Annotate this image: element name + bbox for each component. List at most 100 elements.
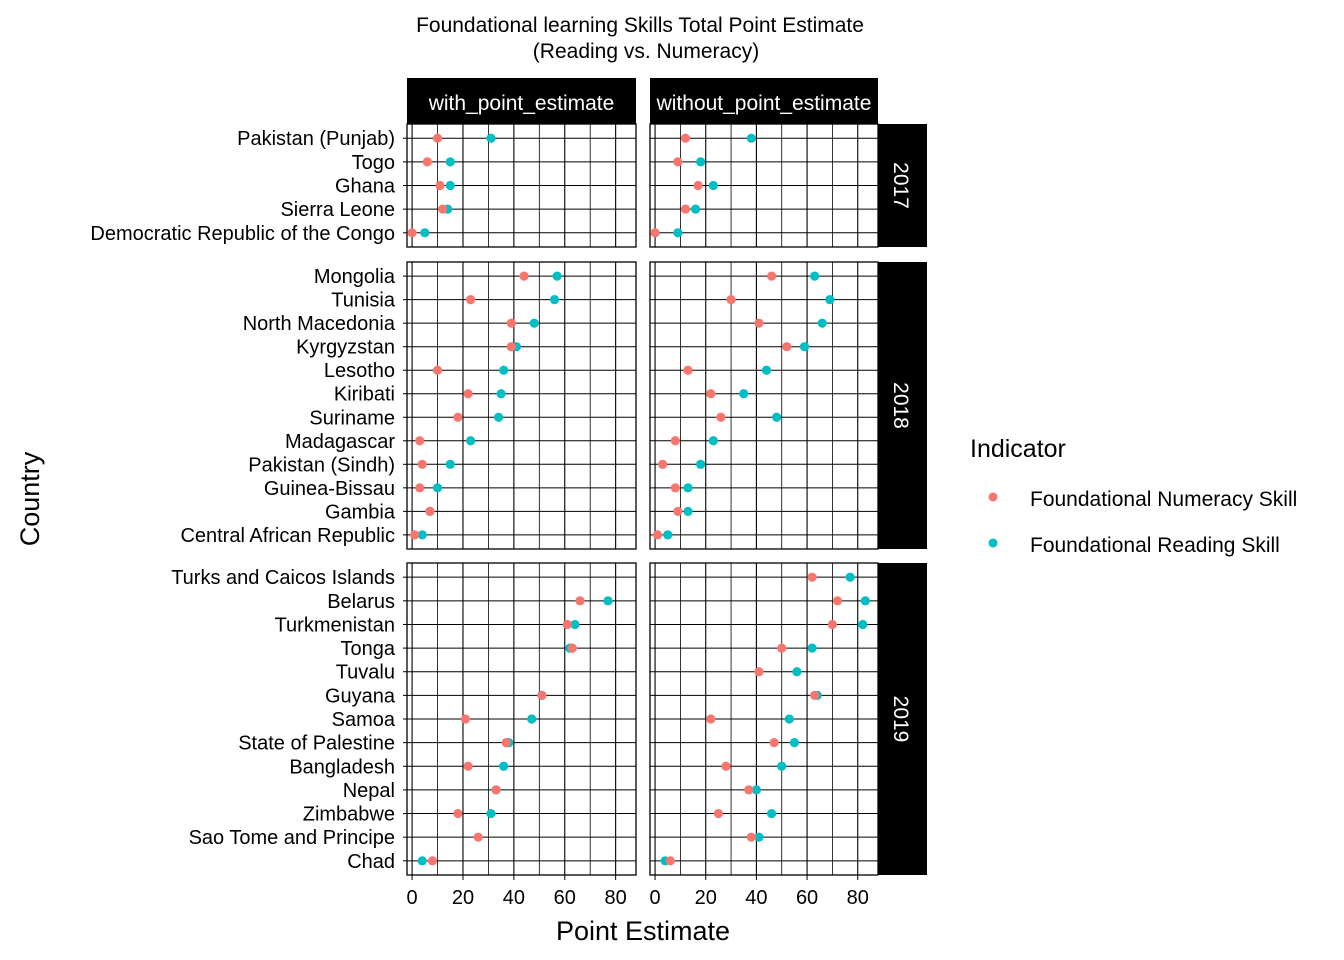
point-reading bbox=[772, 412, 782, 422]
point-numeracy bbox=[726, 295, 736, 305]
legend-label-reading: Foundational Reading Skill bbox=[1030, 534, 1280, 557]
point-numeracy bbox=[417, 459, 427, 469]
point-reading bbox=[527, 714, 537, 724]
y-axis-label: Country bbox=[15, 451, 45, 546]
point-numeracy bbox=[767, 271, 777, 281]
y-tick-label: Mongolia bbox=[314, 266, 396, 288]
y-tick-label: Ghana bbox=[335, 176, 396, 198]
point-numeracy bbox=[425, 506, 435, 516]
point-numeracy bbox=[427, 856, 438, 866]
y-tick-label: Guyana bbox=[325, 685, 396, 707]
point-numeracy bbox=[460, 714, 471, 724]
x-tick-label: 40 bbox=[745, 887, 767, 909]
panel-frame bbox=[649, 261, 879, 550]
point-reading bbox=[777, 761, 787, 771]
point-numeracy bbox=[463, 389, 473, 399]
point-reading bbox=[799, 342, 810, 352]
point-numeracy bbox=[680, 204, 691, 214]
point-numeracy bbox=[827, 619, 838, 630]
point-reading bbox=[746, 133, 756, 143]
y-tick-label: Madagascar bbox=[285, 431, 395, 453]
point-numeracy bbox=[575, 596, 585, 606]
y-tick-label: Samoa bbox=[332, 709, 396, 731]
point-numeracy bbox=[519, 271, 529, 281]
chart-title: Foundational learning Skills Total Point… bbox=[416, 14, 864, 37]
point-reading bbox=[696, 157, 706, 167]
point-numeracy bbox=[491, 785, 501, 795]
point-reading bbox=[789, 738, 800, 748]
facet-strip-row bbox=[878, 563, 927, 875]
point-numeracy bbox=[501, 738, 511, 748]
chart-subtitle: (Reading vs. Numeracy) bbox=[533, 40, 759, 63]
x-tick-label: 20 bbox=[695, 887, 717, 909]
y-tick-label: Guinea-Bissau bbox=[264, 478, 395, 500]
point-numeracy bbox=[407, 228, 417, 238]
point-numeracy bbox=[754, 667, 764, 677]
point-reading bbox=[858, 619, 868, 630]
point-reading bbox=[708, 180, 718, 191]
point-reading bbox=[445, 459, 455, 469]
point-reading bbox=[761, 365, 772, 375]
point-reading bbox=[792, 667, 802, 677]
point-numeracy bbox=[683, 365, 693, 375]
point-numeracy bbox=[415, 436, 425, 446]
point-numeracy bbox=[673, 157, 683, 167]
legend-key-reading bbox=[988, 538, 998, 548]
y-tick-label: Central African Republic bbox=[180, 525, 395, 547]
point-reading bbox=[784, 714, 794, 724]
y-tick-label: Gambia bbox=[325, 501, 396, 523]
point-numeracy bbox=[466, 295, 476, 305]
facet-strip-row bbox=[878, 262, 927, 549]
y-tick-label: State of Palestine bbox=[238, 733, 395, 755]
x-tick-label: 80 bbox=[605, 887, 627, 909]
point-reading bbox=[486, 133, 496, 143]
y-tick-label: Zimbabwe bbox=[303, 804, 395, 826]
point-numeracy bbox=[673, 506, 683, 516]
point-reading bbox=[499, 761, 509, 771]
x-tick-label: 60 bbox=[796, 887, 818, 909]
point-numeracy bbox=[670, 436, 680, 446]
point-reading bbox=[570, 619, 580, 630]
point-reading bbox=[825, 295, 835, 305]
point-reading bbox=[466, 436, 476, 446]
point-numeracy bbox=[506, 318, 516, 328]
point-numeracy bbox=[706, 714, 716, 724]
point-numeracy bbox=[746, 832, 756, 842]
point-numeracy bbox=[562, 619, 572, 630]
x-tick-label: 0 bbox=[650, 887, 661, 909]
point-numeracy bbox=[463, 761, 473, 771]
point-reading bbox=[751, 785, 762, 795]
point-numeracy bbox=[810, 690, 820, 700]
point-reading bbox=[445, 180, 455, 191]
point-numeracy bbox=[665, 856, 675, 866]
point-numeracy bbox=[658, 459, 668, 469]
facet-strip-row-label: 2019 bbox=[889, 696, 912, 743]
y-tick-label: Kiribati bbox=[334, 384, 395, 406]
facet-strip-column bbox=[650, 78, 878, 124]
y-tick-label: Sao Tome and Principe bbox=[189, 827, 395, 849]
facet-strip-row-label: 2018 bbox=[889, 382, 912, 429]
y-tick-label: Pakistan (Punjab) bbox=[237, 128, 395, 150]
y-tick-label: Kyrgyzstan bbox=[296, 337, 395, 359]
legend-key-numeracy bbox=[988, 492, 998, 502]
facet-strip-row bbox=[878, 124, 927, 247]
plot-area: with_point_estimate without_point_estimat… bbox=[90, 78, 927, 909]
y-tick-label: Suriname bbox=[309, 407, 395, 429]
point-numeracy bbox=[754, 318, 764, 328]
point-reading bbox=[845, 572, 855, 582]
facet-strip-row-label: 2017 bbox=[889, 162, 912, 209]
point-numeracy bbox=[769, 738, 779, 748]
point-numeracy bbox=[744, 785, 754, 795]
point-reading bbox=[417, 856, 427, 866]
point-numeracy bbox=[777, 643, 787, 653]
point-numeracy bbox=[537, 690, 547, 700]
point-reading bbox=[432, 483, 443, 493]
point-reading bbox=[417, 530, 427, 540]
point-numeracy bbox=[410, 530, 420, 540]
x-tick-label: 20 bbox=[452, 887, 474, 909]
x-tick-label: 60 bbox=[554, 887, 576, 909]
point-numeracy bbox=[721, 761, 731, 771]
y-tick-label: Nepal bbox=[343, 780, 395, 802]
panel-frame bbox=[406, 261, 637, 550]
